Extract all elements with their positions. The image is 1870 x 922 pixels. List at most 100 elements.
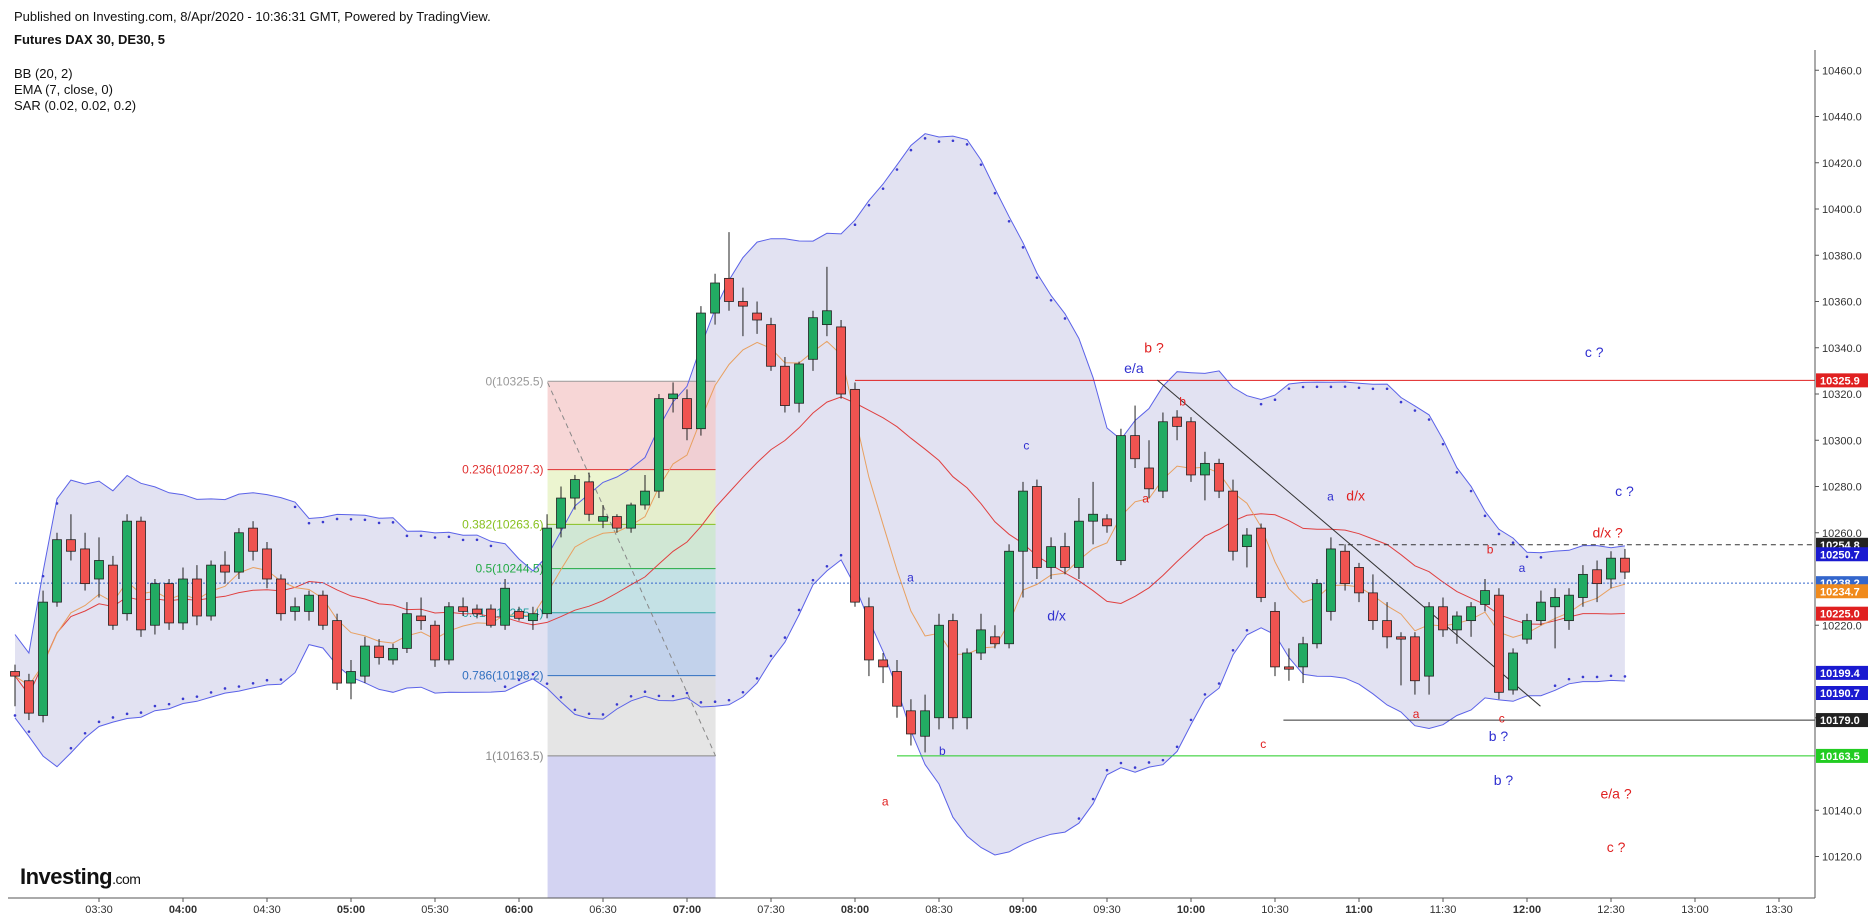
- candle: [1494, 588, 1504, 700]
- candle: [584, 472, 594, 522]
- x-tick-label: 13:30: [1765, 904, 1793, 916]
- candle: [528, 606, 538, 630]
- sar-dot: [1399, 400, 1403, 404]
- x-tick-label: 13:00: [1681, 904, 1709, 916]
- candle: [262, 542, 272, 589]
- y-tick-label: 10360.0: [1822, 297, 1862, 309]
- candle-body: [1592, 569, 1602, 585]
- sar-dot: [783, 636, 787, 639]
- x-tick-label: 08:30: [925, 904, 953, 916]
- price-tag-bg: [1816, 665, 1868, 680]
- x-tick-label: 11:30: [1430, 904, 1457, 916]
- candle: [1116, 428, 1126, 566]
- candle: [1228, 479, 1238, 561]
- sar-dot: [769, 654, 773, 658]
- sar-dot: [27, 730, 31, 733]
- candle-body: [1522, 620, 1532, 640]
- sar-dot: [1133, 766, 1137, 769]
- candle-body: [206, 564, 216, 617]
- x-tick-label: 12:30: [1597, 904, 1625, 916]
- candle-body: [1060, 546, 1070, 568]
- wave-label: a: [1413, 707, 1420, 721]
- candle: [304, 590, 314, 621]
- sar-dot: [909, 148, 913, 152]
- x-tick-label: 06:30: [589, 904, 617, 916]
- sar-dot: [1539, 556, 1543, 559]
- candle-body: [1550, 597, 1560, 608]
- investing-logo[interactable]: Investing.com: [20, 864, 141, 890]
- bb-lower: [14, 559, 1625, 856]
- candle-body: [990, 636, 1000, 645]
- price-tag-label: 10225.0: [1820, 609, 1860, 621]
- x-tick-label: 12:00: [1513, 904, 1541, 916]
- price-tag-bg: [1816, 584, 1868, 599]
- candle-body: [178, 578, 188, 624]
- fib-label: 0.236(10287.3): [462, 463, 543, 477]
- sar-dot: [727, 698, 731, 702]
- candle-body: [1018, 490, 1028, 552]
- y-tick-label: 10220.0: [1822, 620, 1862, 632]
- candle: [1256, 523, 1266, 603]
- wave-label: c ?: [1585, 344, 1604, 360]
- x-tick-label: 05:30: [421, 904, 449, 916]
- wave-label: c ?: [1615, 483, 1634, 499]
- candle-body: [1130, 435, 1140, 460]
- wave-label: b ?: [1494, 772, 1514, 788]
- sar-dot: [1049, 298, 1053, 302]
- y-tick-label: 10320.0: [1822, 389, 1862, 401]
- candle: [374, 639, 384, 665]
- candle-body: [1158, 421, 1168, 492]
- candle: [80, 532, 90, 591]
- candle-body: [500, 587, 510, 626]
- candle-body: [388, 647, 398, 661]
- sar-dot: [531, 672, 535, 676]
- candle-body: [1536, 601, 1546, 622]
- candle: [1270, 602, 1280, 677]
- sar-dot: [321, 520, 325, 524]
- candle-body: [234, 532, 244, 573]
- candle: [1368, 574, 1378, 630]
- candle-body: [80, 548, 90, 585]
- candle: [402, 602, 412, 653]
- sar-dot: [237, 685, 241, 688]
- sar-dot: [559, 696, 563, 699]
- candle: [654, 394, 664, 499]
- sar-dot: [419, 534, 423, 538]
- sar-dot: [1623, 675, 1627, 678]
- logo-brand: Investing: [20, 864, 113, 889]
- candle: [1102, 514, 1112, 533]
- sar-dot: [13, 714, 17, 717]
- x-tick-label: 05:00: [337, 904, 365, 916]
- sar-dot: [1371, 387, 1375, 391]
- fib-zone: [547, 612, 716, 676]
- sar-dot: [83, 731, 87, 735]
- candle: [682, 389, 692, 441]
- candle: [108, 555, 118, 630]
- candle-body: [920, 710, 930, 737]
- sar-dot: [1189, 718, 1193, 722]
- candle-body: [766, 324, 776, 367]
- candle-body: [1172, 416, 1182, 427]
- sar-dot: [629, 694, 633, 698]
- y-tick-label: 10120.0: [1822, 852, 1862, 864]
- x-tick-label: 10:30: [1261, 904, 1289, 916]
- price-tag-label: 10190.7: [1820, 688, 1860, 700]
- candle-body: [276, 578, 286, 615]
- candle: [1578, 565, 1588, 607]
- sar-dot: [1203, 693, 1207, 696]
- x-tick-label: 07:30: [757, 904, 785, 916]
- sar-dot: [853, 223, 857, 227]
- wave-label: a: [882, 795, 889, 809]
- candle-body: [220, 564, 230, 573]
- sar-dot: [839, 553, 843, 557]
- x-tick-label: 06:00: [505, 904, 533, 916]
- candle: [416, 597, 426, 630]
- candle: [1186, 417, 1196, 482]
- candle: [486, 604, 496, 628]
- sar-dot: [573, 708, 577, 712]
- sar-dot: [461, 538, 465, 542]
- candle-body: [416, 615, 426, 622]
- candle: [1466, 602, 1476, 637]
- sar-dot: [307, 521, 311, 525]
